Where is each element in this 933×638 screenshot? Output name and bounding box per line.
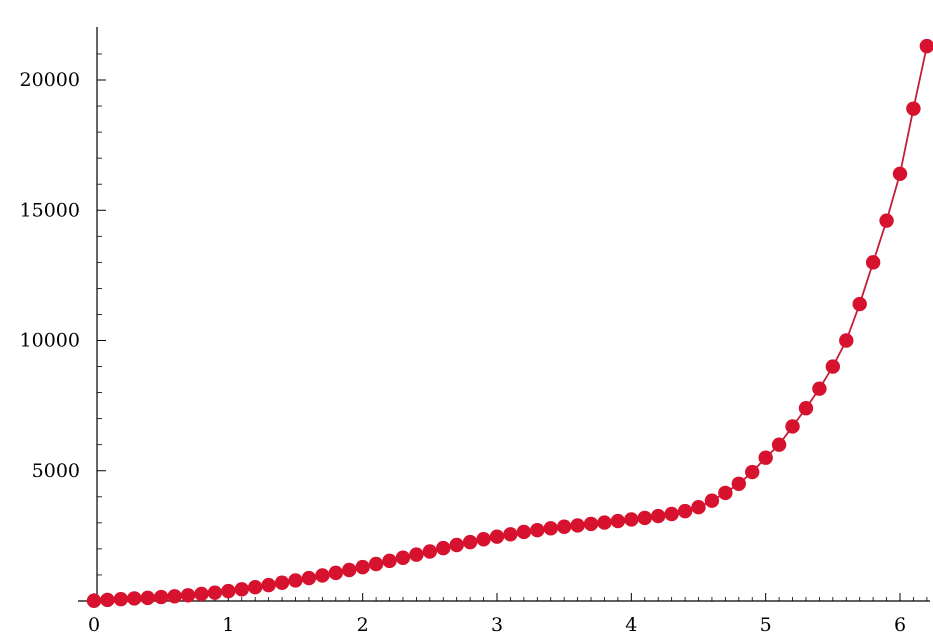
data-point bbox=[489, 529, 505, 544]
series-points bbox=[86, 38, 933, 608]
data-point bbox=[342, 562, 357, 578]
data-point bbox=[180, 588, 196, 603]
data-point bbox=[583, 516, 599, 532]
data-point bbox=[758, 450, 773, 465]
data-point bbox=[530, 522, 545, 538]
data-point bbox=[624, 512, 639, 527]
data-point bbox=[503, 527, 518, 542]
data-point bbox=[355, 559, 370, 575]
tick-marks bbox=[93, 53, 928, 601]
data-point bbox=[422, 544, 438, 559]
data-point bbox=[328, 565, 343, 581]
data-point bbox=[637, 510, 652, 526]
x-tick-label: 0 bbox=[88, 614, 100, 636]
x-tick-label: 4 bbox=[625, 614, 637, 636]
data-point bbox=[301, 570, 317, 586]
data-point bbox=[865, 255, 881, 270]
data-point bbox=[543, 521, 558, 536]
x-tick-label: 5 bbox=[760, 614, 772, 636]
data-point bbox=[368, 556, 384, 572]
data-point bbox=[382, 553, 397, 569]
data-point bbox=[919, 38, 933, 54]
series-line bbox=[93, 45, 928, 602]
data-point bbox=[207, 585, 223, 600]
y-tick-label: 10000 bbox=[20, 330, 80, 352]
data-point bbox=[248, 579, 263, 595]
x-tick-label: 6 bbox=[894, 614, 906, 636]
data-point bbox=[221, 583, 236, 599]
data-point bbox=[879, 213, 894, 228]
data-point bbox=[798, 401, 814, 416]
x-tick-label: 1 bbox=[222, 614, 234, 636]
data-point bbox=[906, 101, 921, 116]
data-point bbox=[274, 575, 290, 590]
data-point bbox=[597, 515, 612, 530]
data-point bbox=[140, 590, 155, 606]
data-point bbox=[288, 573, 303, 588]
data-point bbox=[892, 166, 908, 181]
data-point bbox=[516, 524, 532, 540]
y-tick-label: 15000 bbox=[20, 199, 80, 221]
data-point bbox=[745, 464, 760, 480]
data-point bbox=[113, 591, 129, 607]
data-point bbox=[261, 577, 276, 593]
tick-labels: 0 1 2 3 4 5 6 5000 10000 15000 20000 bbox=[20, 69, 907, 636]
x-tick-label: 2 bbox=[357, 614, 369, 636]
data-point bbox=[100, 592, 115, 608]
y-tick-label: 20000 bbox=[20, 69, 80, 91]
data-point bbox=[691, 500, 706, 515]
data-point bbox=[677, 503, 693, 519]
y-tick-label: 5000 bbox=[32, 460, 80, 482]
data-point bbox=[86, 593, 102, 608]
data-point bbox=[852, 296, 867, 312]
data-point bbox=[315, 568, 330, 583]
data-point bbox=[839, 333, 854, 348]
data-point bbox=[610, 513, 626, 529]
data-point bbox=[395, 550, 411, 565]
data-point bbox=[570, 518, 585, 533]
data-point bbox=[153, 589, 169, 605]
data-point bbox=[556, 519, 572, 534]
data-point bbox=[651, 508, 666, 524]
data-point bbox=[704, 493, 720, 508]
data-point bbox=[825, 359, 841, 374]
data-point bbox=[409, 547, 424, 562]
data-point bbox=[771, 437, 787, 452]
data-point bbox=[167, 589, 182, 604]
data-point bbox=[234, 582, 249, 597]
data-point bbox=[785, 419, 800, 434]
data-point bbox=[436, 540, 451, 556]
data-point bbox=[812, 381, 827, 396]
data-point bbox=[664, 506, 679, 522]
x-tick-label: 3 bbox=[491, 614, 503, 636]
data-point bbox=[476, 532, 491, 547]
axes bbox=[78, 27, 930, 602]
data-point bbox=[718, 485, 733, 501]
data-point bbox=[194, 586, 209, 602]
data-point bbox=[731, 476, 746, 491]
data-point bbox=[462, 534, 478, 550]
data-point bbox=[449, 537, 464, 553]
data-point bbox=[127, 591, 142, 606]
